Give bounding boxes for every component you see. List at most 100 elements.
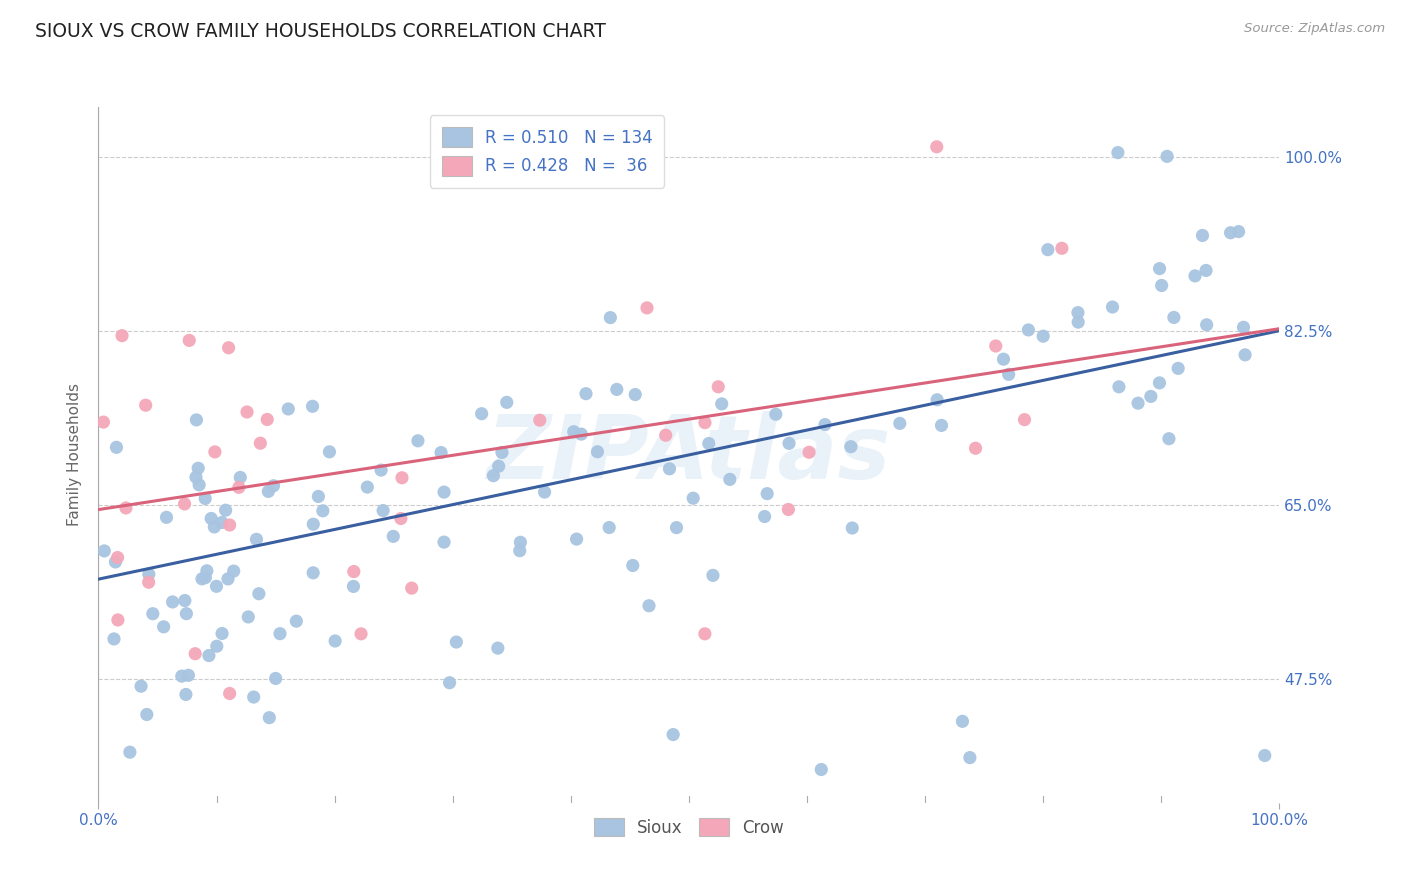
Point <box>371 503 394 517</box>
Point <box>138 575 160 590</box>
Point <box>191 572 214 586</box>
Point <box>356 480 378 494</box>
Text: ZIPAtlas: ZIPAtlas <box>486 411 891 499</box>
Y-axis label: Family Households: Family Households <box>67 384 83 526</box>
Point <box>889 417 911 431</box>
Point <box>217 572 239 586</box>
Point <box>236 405 259 419</box>
Point <box>959 750 981 764</box>
Point <box>218 341 240 355</box>
Point <box>797 445 820 459</box>
Point <box>205 639 228 653</box>
Point <box>382 529 405 543</box>
Point <box>135 707 157 722</box>
Point <box>1036 243 1059 257</box>
Point <box>179 334 201 348</box>
Point <box>1107 145 1129 160</box>
Point <box>187 461 209 475</box>
Point <box>307 490 329 504</box>
Point <box>391 471 413 485</box>
Point <box>142 607 165 621</box>
Point <box>343 565 366 579</box>
Point <box>575 386 598 401</box>
Point <box>1191 228 1213 243</box>
Point <box>662 728 685 742</box>
Point <box>1126 396 1149 410</box>
Point <box>202 520 225 534</box>
Point <box>433 535 456 549</box>
Point <box>1227 225 1250 239</box>
Point <box>264 672 287 686</box>
Point <box>569 427 592 442</box>
Point <box>218 518 240 533</box>
Point <box>1149 376 1171 390</box>
Point <box>152 620 174 634</box>
Point <box>406 434 429 448</box>
Point <box>104 555 127 569</box>
Point <box>1067 305 1090 319</box>
Point <box>115 500 138 515</box>
Point <box>107 613 129 627</box>
Point <box>491 445 513 459</box>
Point <box>174 688 197 702</box>
Point <box>1032 329 1054 343</box>
Point <box>529 413 551 427</box>
Point <box>814 417 837 432</box>
Point <box>93 544 115 558</box>
Point <box>194 491 217 506</box>
Point <box>707 380 730 394</box>
Point <box>1195 318 1218 332</box>
Point <box>839 440 862 454</box>
Point <box>756 486 779 500</box>
Point <box>211 516 233 530</box>
Point <box>188 478 211 492</box>
Point <box>1149 261 1171 276</box>
Point <box>482 468 505 483</box>
Point <box>211 626 233 640</box>
Point <box>205 579 228 593</box>
Point <box>342 579 364 593</box>
Point <box>533 485 555 500</box>
Point <box>952 714 974 729</box>
Point <box>697 436 720 450</box>
Point <box>257 484 280 499</box>
Point <box>177 668 200 682</box>
Point <box>263 479 285 493</box>
Point <box>198 648 221 663</box>
Point <box>1234 348 1257 362</box>
Point <box>186 413 208 427</box>
Point <box>170 669 193 683</box>
Point <box>228 480 250 494</box>
Point <box>927 392 949 407</box>
Point <box>562 425 585 439</box>
Point <box>218 686 240 700</box>
Point <box>621 558 644 573</box>
Point <box>301 400 323 414</box>
Point <box>433 485 456 500</box>
Point <box>1157 432 1180 446</box>
Point <box>302 517 325 532</box>
Point <box>598 520 620 534</box>
Point <box>931 418 953 433</box>
Point <box>277 401 299 416</box>
Point <box>269 626 291 640</box>
Point <box>599 310 621 325</box>
Point <box>1140 389 1163 403</box>
Point <box>1017 323 1039 337</box>
Point <box>1195 263 1218 277</box>
Point <box>259 711 281 725</box>
Point <box>118 745 141 759</box>
Point <box>754 509 776 524</box>
Point <box>173 593 195 607</box>
Point <box>1184 268 1206 283</box>
Point <box>135 398 157 412</box>
Point <box>997 368 1019 382</box>
Legend: Sioux, Crow: Sioux, Crow <box>586 811 792 843</box>
Point <box>1163 310 1185 325</box>
Point <box>446 635 468 649</box>
Point <box>222 564 245 578</box>
Point <box>176 607 198 621</box>
Point <box>925 140 948 154</box>
Point <box>495 395 517 409</box>
Point <box>1014 412 1036 426</box>
